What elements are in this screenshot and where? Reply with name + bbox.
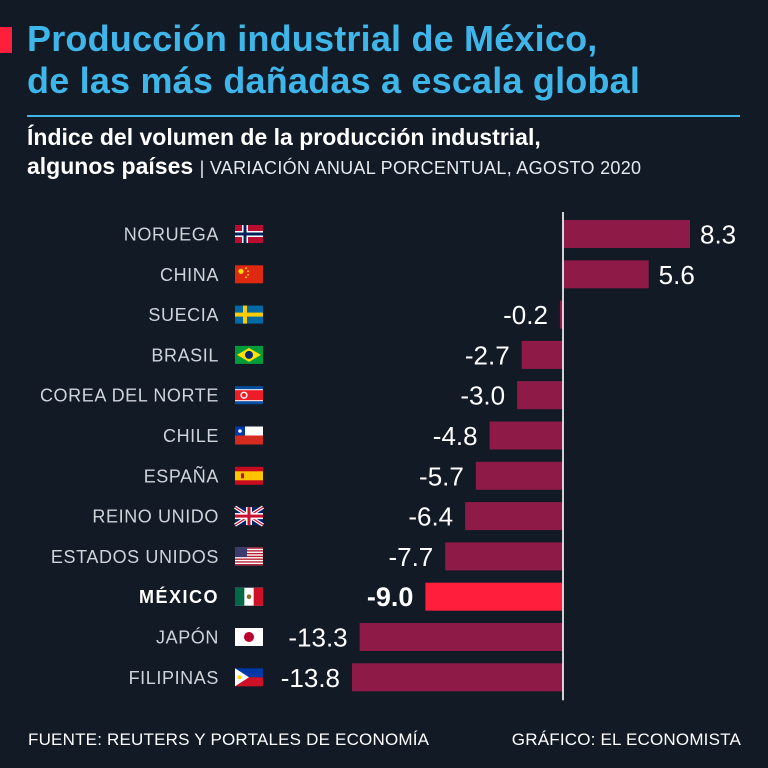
- bar-row: -6.4 REINO UNIDO: [92, 502, 563, 532]
- bar: [352, 663, 563, 692]
- category-label: REINO UNIDO: [92, 507, 219, 527]
- bar-row: -2.7 BRASIL: [151, 340, 563, 370]
- korea-flag-icon: [235, 386, 263, 405]
- category-label: ESTADOS UNIDOS: [51, 547, 219, 567]
- norway-flag-icon: [235, 225, 263, 243]
- category-label: BRASIL: [151, 345, 219, 365]
- source-note: FUENTE: REUTERS Y PORTALES DE ECONOMÍA: [28, 730, 430, 749]
- credit-note: GRÁFICO: EL ECONOMISTA: [511, 730, 741, 749]
- value-label: 8.3: [700, 220, 736, 250]
- chile-flag-icon: [235, 426, 263, 445]
- bar-row: 8.3 NORUEGA: [124, 220, 736, 250]
- chart-subtitle: Índice del volumen de la producción indu…: [27, 123, 641, 183]
- bar-row: -4.8 CHILE: [163, 421, 563, 451]
- value-label: -0.2: [503, 300, 548, 330]
- value-label: -9.0: [367, 582, 414, 612]
- value-label: 5.6: [659, 260, 695, 290]
- mexico-flag-icon: [235, 587, 264, 606]
- bar: [475, 461, 563, 490]
- bar: [521, 340, 563, 369]
- japan-flag-icon: [235, 628, 263, 646]
- subtitle-line-1: Índice del volumen de la producción indu…: [27, 124, 541, 150]
- bar: [517, 381, 563, 410]
- brazil-flag-icon: [235, 345, 263, 364]
- value-label: -2.7: [465, 340, 510, 370]
- bar: [489, 421, 563, 450]
- title-divider: [27, 115, 740, 117]
- value-label: -7.7: [388, 542, 433, 572]
- title-line-2: de las más dañadas a escala global: [27, 60, 641, 101]
- category-label: CHILE: [163, 426, 219, 446]
- sweden-flag-icon: [235, 305, 263, 324]
- bar-row: -13.8 FILIPINAS: [129, 663, 563, 693]
- bar-row: 5.6 CHINA: [160, 260, 695, 290]
- page-title: Producción industrial de México, de las …: [27, 18, 640, 102]
- bar: [445, 542, 563, 571]
- bar-row: -3.0 COREA DEL NORTE: [40, 381, 563, 411]
- subtitle-line-2: algunos países: [27, 153, 194, 179]
- bar: [465, 502, 563, 531]
- category-label: SUECIA: [148, 305, 219, 325]
- bar: [559, 300, 563, 329]
- bar-row: -5.7 ESPAÑA: [144, 461, 563, 491]
- philippines-flag-icon: [235, 668, 263, 687]
- bar-row: -13.3 JAPÓN: [156, 623, 563, 653]
- category-label: COREA DEL NORTE: [40, 386, 219, 406]
- bar: [563, 260, 649, 289]
- bar-row: -0.2 SUECIA: [148, 300, 563, 330]
- category-label: ESPAÑA: [144, 465, 219, 486]
- spain-flag-icon: [235, 466, 263, 485]
- value-label: -4.8: [433, 421, 478, 451]
- usa-flag-icon: [235, 547, 263, 566]
- category-label: MÉXICO: [139, 586, 219, 607]
- bar: [359, 623, 563, 651]
- bar: [563, 220, 690, 248]
- category-label: FILIPINAS: [129, 668, 219, 688]
- category-label: NORUEGA: [124, 225, 219, 245]
- value-label: -5.7: [419, 461, 464, 491]
- value-label: -13.8: [281, 663, 340, 693]
- title-line-1: Producción industrial de México,: [27, 18, 598, 59]
- category-label: CHINA: [160, 265, 219, 285]
- bar-highlight: [425, 582, 563, 611]
- category-label: JAPÓN: [156, 627, 219, 648]
- value-label: -3.0: [460, 381, 505, 411]
- uk-flag-icon: [234, 505, 264, 527]
- value-label: -13.3: [288, 623, 347, 653]
- accent-mark: [0, 27, 12, 53]
- value-label: -6.4: [408, 502, 453, 532]
- bar-row: -7.7 ESTADOS UNIDOS: [51, 542, 563, 572]
- china-flag-icon: [235, 265, 263, 284]
- bar-row: -9.0 MÉXICO: [139, 582, 563, 612]
- subtitle-unit: | VARIACIÓN ANUAL PORCENTUAL, AGOSTO 202…: [199, 158, 642, 178]
